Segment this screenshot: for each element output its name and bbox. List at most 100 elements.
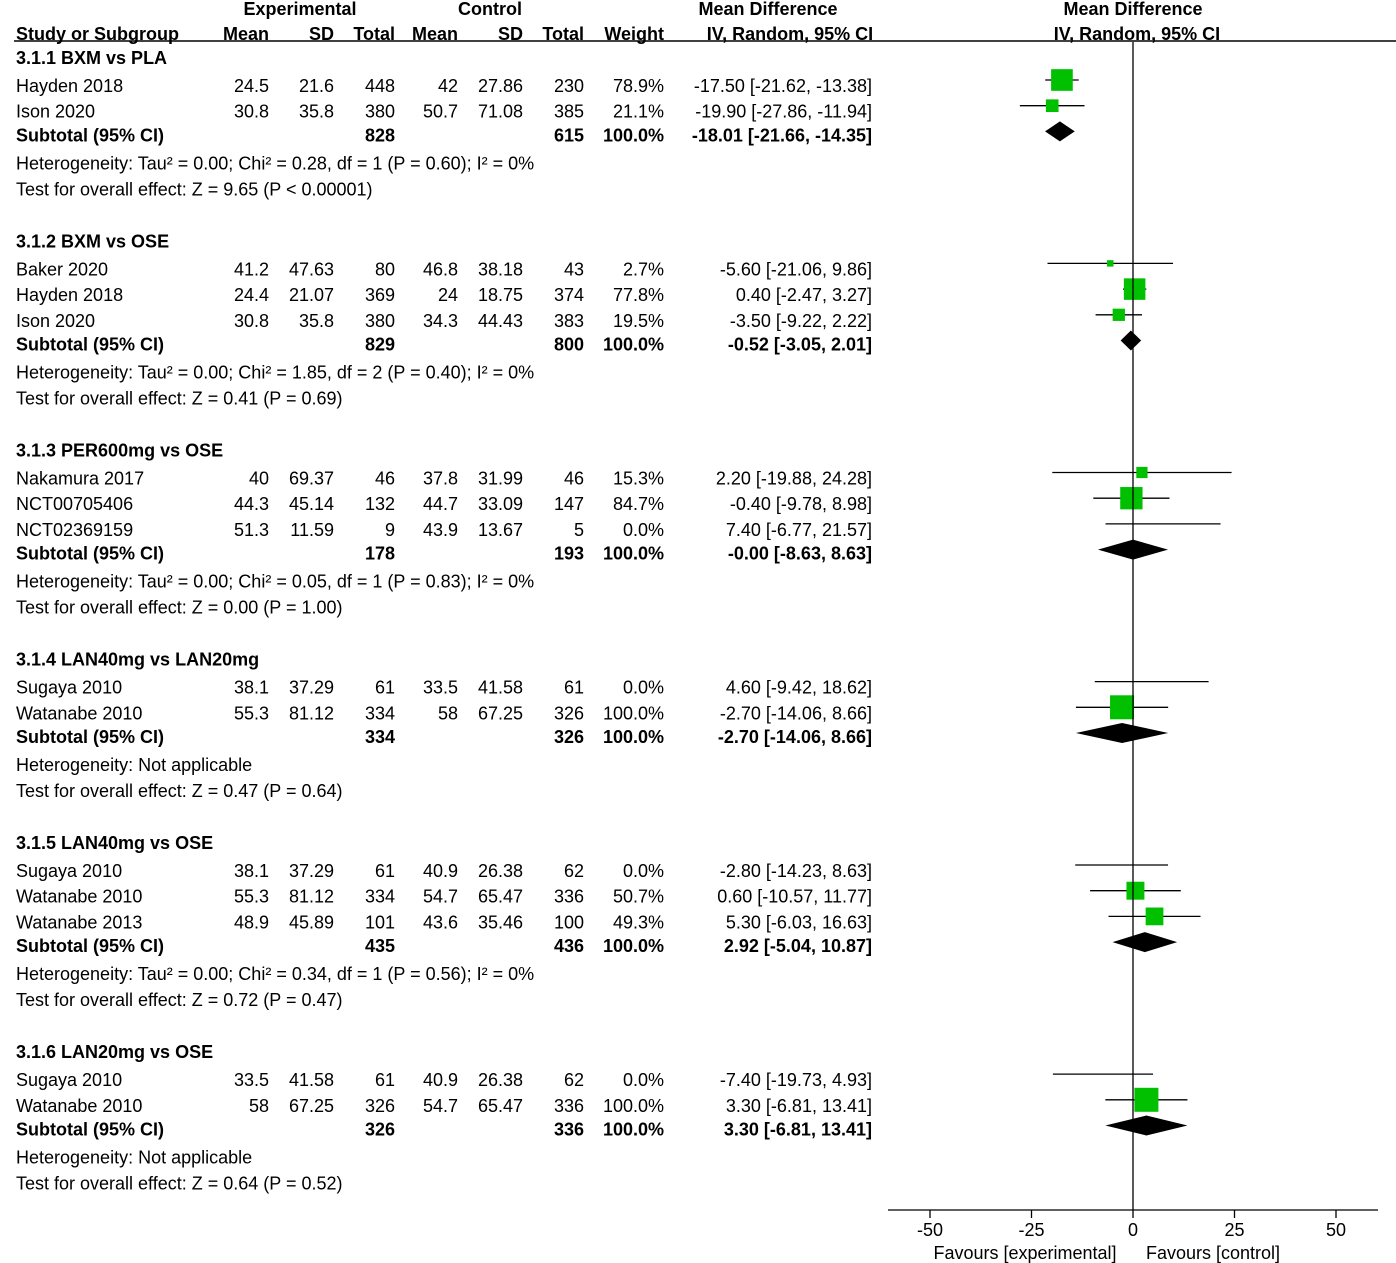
study-c-sd: 13.67 xyxy=(478,520,523,540)
study-name: Watanabe 2013 xyxy=(16,912,142,932)
subtotal-diamond xyxy=(1112,932,1178,953)
study-c-mean: 54.7 xyxy=(423,887,458,907)
study-ci: 5.30 [-6.03, 16.63] xyxy=(726,912,872,932)
subtotal-ci: -0.00 [-8.63, 8.63] xyxy=(728,544,872,564)
subtotal-ctl-total: 436 xyxy=(554,936,584,956)
study-ci: 0.60 [-10.57, 11.77] xyxy=(717,887,872,907)
header-experimental: Experimental xyxy=(243,0,356,19)
subtotal-label: Subtotal (95% CI) xyxy=(16,1120,164,1140)
column-headers: Experimental Control Mean Difference Mea… xyxy=(14,0,1396,44)
study-c-mean: 33.5 xyxy=(423,678,458,698)
study-e-sd: 21.6 xyxy=(299,76,334,96)
group-title: 3.1.4 LAN40mg vs LAN20mg xyxy=(16,650,259,670)
overall-effect-text: Test for overall effect: Z = 9.65 (P < 0… xyxy=(16,179,373,199)
heterogeneity-text: Heterogeneity: Not applicable xyxy=(16,755,252,775)
subtotal-exp-total: 828 xyxy=(365,125,395,145)
study-weight: 78.9% xyxy=(613,76,664,96)
study-ci: -2.70 [-14.06, 8.66] xyxy=(720,703,872,723)
overall-effect-text: Test for overall effect: Z = 0.72 (P = 0… xyxy=(16,990,343,1010)
weight-box xyxy=(1145,907,1164,926)
study-e-sd: 35.8 xyxy=(299,102,334,122)
axis-tick-label: 50 xyxy=(1326,1220,1346,1240)
weight-box xyxy=(1123,278,1146,300)
subtotal-ci: 2.92 [-5.04, 10.87] xyxy=(724,936,872,956)
weight-box xyxy=(1134,1087,1159,1112)
subtotal-weight: 100.0% xyxy=(603,936,664,956)
study-e-n: 9 xyxy=(385,520,395,540)
study-ci: -5.60 [-21.06, 9.86] xyxy=(720,259,872,279)
study-c-sd: 65.47 xyxy=(478,887,523,907)
study-ci: 4.60 [-9.42, 18.62] xyxy=(726,678,872,698)
weight-box xyxy=(1112,308,1125,321)
weight-box xyxy=(1110,695,1135,720)
subtotal-ctl-total: 193 xyxy=(554,544,584,564)
heterogeneity-text: Heterogeneity: Tau² = 0.00; Chi² = 0.28,… xyxy=(16,153,534,173)
header-exp-total: Total xyxy=(353,24,395,44)
study-c-n: 336 xyxy=(554,1096,584,1116)
weight-box xyxy=(1136,466,1148,479)
subtotal-ctl-total: 326 xyxy=(554,727,584,747)
axis-tick-label: 0 xyxy=(1128,1220,1138,1240)
study-c-n: 383 xyxy=(554,311,584,331)
axis-tick-label: -50 xyxy=(917,1220,943,1240)
subtotal-weight: 100.0% xyxy=(603,727,664,747)
subtotal-exp-total: 326 xyxy=(365,1120,395,1140)
study-name: Baker 2020 xyxy=(16,259,108,279)
axis-tick-label: -25 xyxy=(1018,1220,1044,1240)
study-weight: 100.0% xyxy=(603,703,664,723)
study-weight: 0.0% xyxy=(623,520,664,540)
subtotal-label: Subtotal (95% CI) xyxy=(16,936,164,956)
subtotal-diamond xyxy=(1120,330,1142,351)
subtotal-weight: 100.0% xyxy=(603,335,664,355)
study-c-sd: 41.58 xyxy=(478,678,523,698)
study-c-sd: 31.99 xyxy=(478,469,523,489)
study-e-n: 132 xyxy=(365,494,395,514)
study-name: Watanabe 2010 xyxy=(16,703,142,723)
study-e-mean: 48.9 xyxy=(234,912,269,932)
study-e-n: 61 xyxy=(375,861,395,881)
subtotal-diamond xyxy=(1045,121,1075,142)
study-e-sd: 67.25 xyxy=(289,1096,334,1116)
weight-box xyxy=(1126,881,1145,900)
study-weight: 50.7% xyxy=(613,887,664,907)
heterogeneity-text: Heterogeneity: Not applicable xyxy=(16,1148,252,1168)
header-ctl-mean: Mean xyxy=(412,24,458,44)
study-e-n: 326 xyxy=(365,1096,395,1116)
subtotal-exp-total: 334 xyxy=(365,727,395,747)
study-e-mean: 24.5 xyxy=(234,76,269,96)
study-c-mean: 40.9 xyxy=(423,1070,458,1090)
study-c-sd: 71.08 xyxy=(478,102,523,122)
weight-box xyxy=(1120,487,1143,510)
study-weight: 77.8% xyxy=(613,285,664,305)
group-title: 3.1.3 PER600mg vs OSE xyxy=(16,441,223,461)
study-c-n: 336 xyxy=(554,887,584,907)
group-title: 3.1.2 BXM vs OSE xyxy=(16,231,169,251)
x-axis: Favours [experimental] Favours [control]… xyxy=(888,1209,1378,1263)
study-e-n: 380 xyxy=(365,102,395,122)
study-c-n: 374 xyxy=(554,285,584,305)
header-md-method: IV, Random, 95% CI xyxy=(707,24,873,44)
study-e-mean: 51.3 xyxy=(234,520,269,540)
study-ci: -19.90 [-27.86, -11.94] xyxy=(695,102,872,122)
study-c-n: 230 xyxy=(554,76,584,96)
header-study: Study or Subgroup xyxy=(16,24,179,44)
study-c-n: 62 xyxy=(564,1070,584,1090)
study-ci: -17.50 [-21.62, -13.38] xyxy=(694,76,872,96)
study-name: Watanabe 2010 xyxy=(16,887,142,907)
study-ci: 3.30 [-6.81, 13.41] xyxy=(726,1096,872,1116)
study-weight: 49.3% xyxy=(613,912,664,932)
study-c-mean: 24 xyxy=(438,285,458,305)
study-e-sd: 11.59 xyxy=(290,520,334,540)
study-c-mean: 54.7 xyxy=(423,1096,458,1116)
study-c-sd: 26.38 xyxy=(478,861,523,881)
study-e-n: 334 xyxy=(365,703,395,723)
study-c-sd: 18.75 xyxy=(478,285,523,305)
study-e-n: 80 xyxy=(375,259,395,279)
group-title: 3.1.5 LAN40mg vs OSE xyxy=(16,833,213,853)
subtotal-label: Subtotal (95% CI) xyxy=(16,544,164,564)
study-c-mean: 40.9 xyxy=(423,861,458,881)
study-weight: 0.0% xyxy=(623,678,664,698)
subtotal-ctl-total: 800 xyxy=(554,335,584,355)
study-c-n: 385 xyxy=(554,102,584,122)
